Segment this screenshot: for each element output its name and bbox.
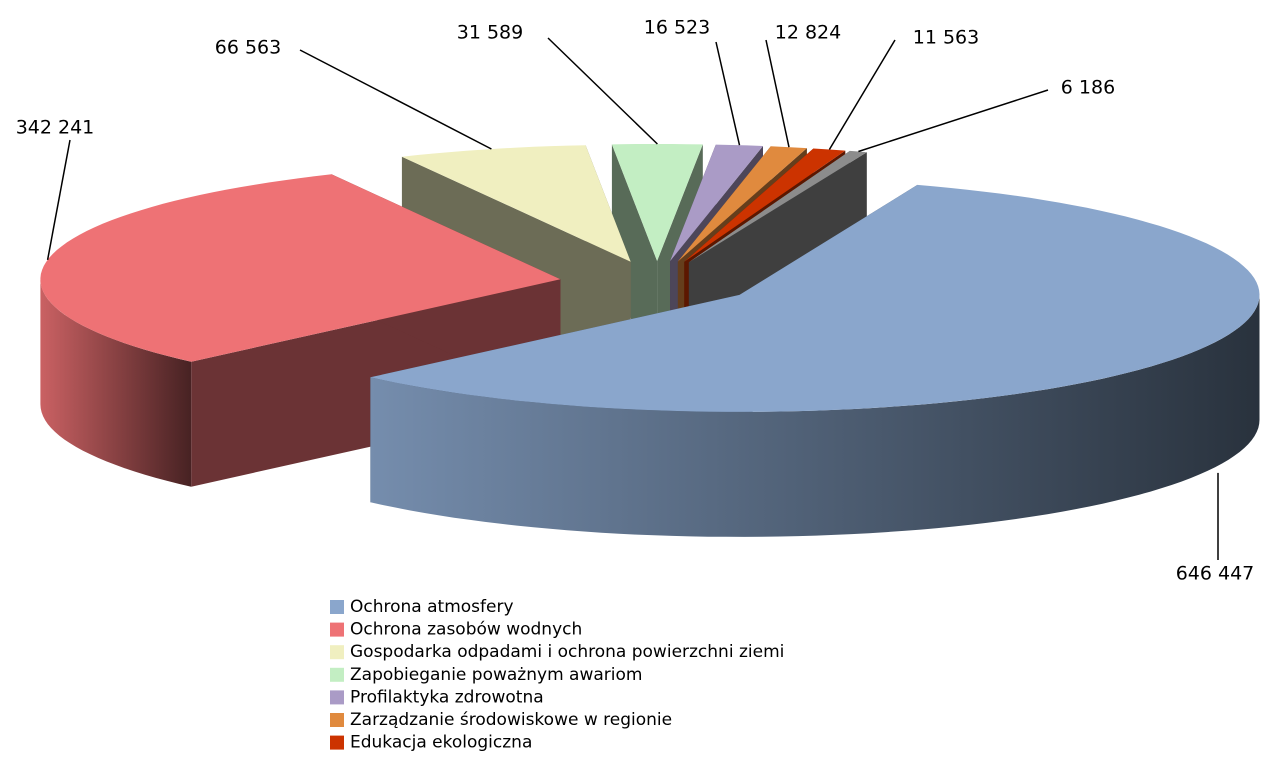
leader-line <box>547 37 658 145</box>
legend-swatch <box>330 667 344 682</box>
data-label: 646 447 <box>1176 563 1255 585</box>
legend-swatch <box>330 690 344 705</box>
data-label: 342 241 <box>16 117 95 139</box>
leader-line <box>715 41 741 146</box>
legend-label: Profilaktyka zdrowotna <box>350 687 544 707</box>
slice-top <box>611 144 703 261</box>
data-label: 66 563 <box>215 37 281 59</box>
slice-top <box>677 146 807 262</box>
slice-top <box>370 184 1260 412</box>
slice-wall <box>40 279 192 487</box>
slice <box>40 174 561 487</box>
legend-label: Ochrona zasobów wodnych <box>350 620 582 640</box>
legend-label: Gospodarka odpadami i ochrona powierzchn… <box>350 642 784 662</box>
legend-label: Zapobieganie poważnym awariom <box>350 665 642 685</box>
data-label: 16 523 <box>644 17 710 39</box>
legend-swatch <box>330 600 344 614</box>
slice <box>370 184 1260 537</box>
data-label: 31 589 <box>457 22 523 44</box>
data-label: 11 563 <box>913 27 979 49</box>
data-label: 12 824 <box>775 22 841 44</box>
data-label: 6 186 <box>1061 77 1115 99</box>
leader-line <box>46 139 71 261</box>
legend-swatch <box>330 622 344 637</box>
slice-top <box>688 150 867 263</box>
slice-top <box>40 174 561 362</box>
legend-label: Ochrona atmosfery <box>350 597 514 617</box>
leader-line <box>858 89 1049 153</box>
leader-line <box>765 39 790 148</box>
slice-top <box>401 145 631 262</box>
legend-swatch <box>330 713 344 727</box>
slice-wall <box>370 294 1260 537</box>
legend-swatch <box>330 735 344 750</box>
slice-top <box>684 148 846 262</box>
slice-top <box>670 144 763 262</box>
legend-label: Zarządzanie środowiskowe w regionie <box>350 710 672 730</box>
leader-line <box>299 49 492 150</box>
legend-label: Edukacja ekologiczna <box>350 733 532 753</box>
leader-line <box>828 39 896 150</box>
legend-swatch <box>330 645 344 660</box>
